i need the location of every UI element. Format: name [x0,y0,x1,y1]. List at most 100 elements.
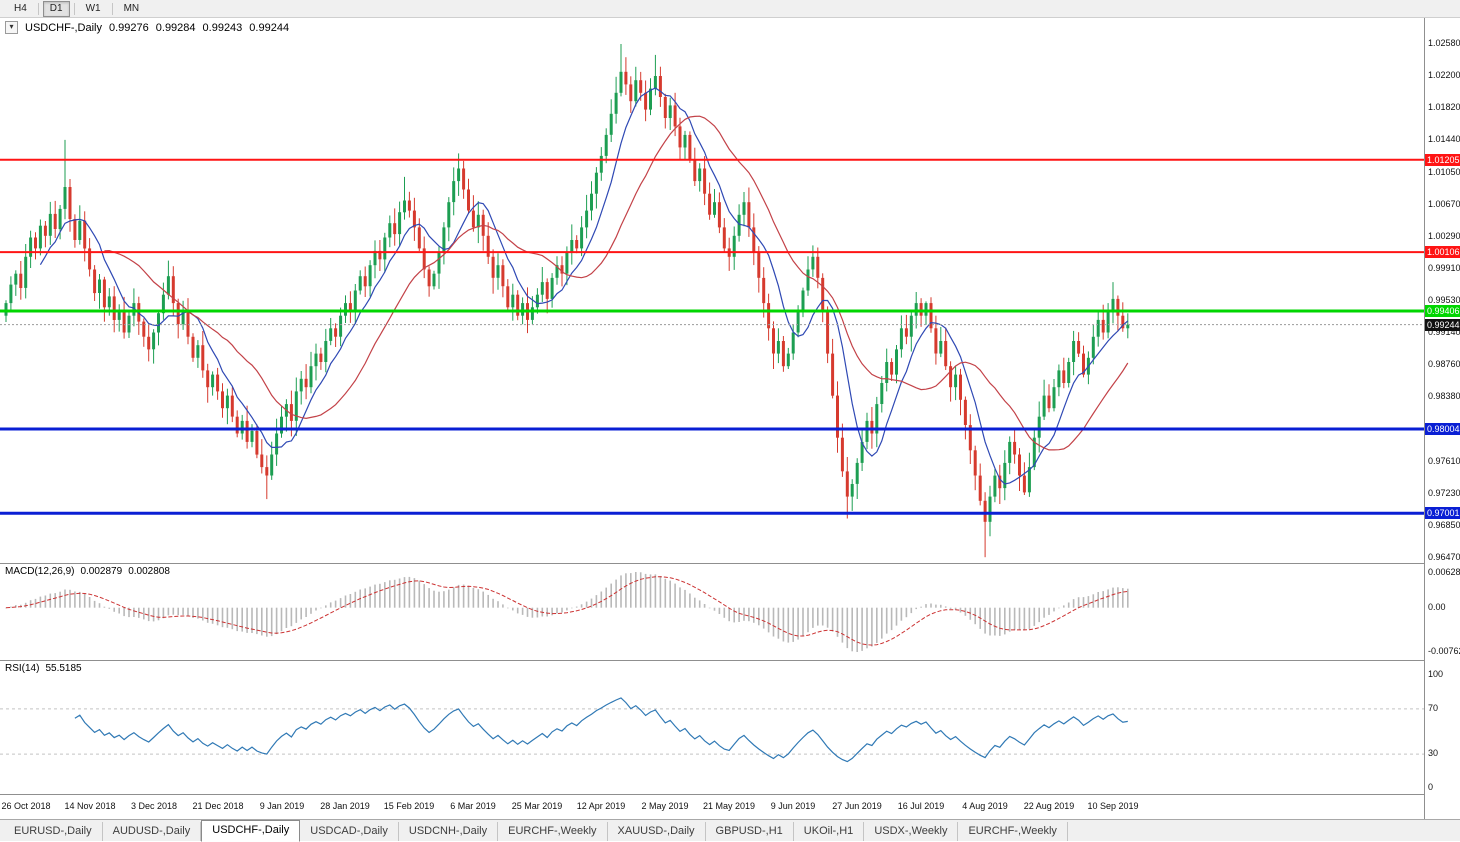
ma-8-line [39,87,1129,485]
candle-body [403,200,406,213]
price-panel[interactable]: ▾ USDCHF-,Daily 0.99276 0.99284 0.99243 … [0,18,1460,563]
macd-histogram-bar [694,597,696,608]
chart-tab-usdchf-daily-2[interactable]: USDCHF-,Daily [201,820,301,842]
rsi-panel[interactable]: RSI(14) 55.5185 [0,661,1460,794]
candle-body [575,240,579,249]
macd-histogram-bar [413,578,416,608]
macd-axis-max: 0.006286 [1428,567,1460,577]
candle-body [1013,441,1017,455]
chart-tab-eurusd-daily-0[interactable]: EURUSD-,Daily [4,822,103,841]
candle-body [629,84,633,102]
date-axis-label: 6 Mar 2019 [450,801,496,811]
macd-histogram-bar [900,607,903,621]
candle-body [1052,387,1056,409]
candle-body [560,265,564,274]
chart-tab-gbpusd-h1-7[interactable]: GBPUSD-,H1 [706,822,794,841]
macd-histogram-bar [876,607,878,643]
chart-tab-usdx-weekly-9[interactable]: USDX-,Weekly [864,822,959,841]
macd-histogram-bar [954,607,957,611]
chart-tab-usdcad-daily-3[interactable]: USDCAD-,Daily [300,822,399,841]
macd-histogram-bar [113,607,115,612]
macd-histogram-bar [202,607,204,621]
panel-splitter[interactable] [0,563,1460,564]
timeframe-d1-button[interactable]: D1 [42,0,70,17]
macd-histogram-bar [536,607,539,618]
chart-dropdown-icon[interactable]: ▾ [5,21,18,34]
macd-histogram-bar [408,576,411,608]
rsi-chart-canvas[interactable] [0,661,1424,794]
macd-histogram-bar [83,594,86,608]
macd-histogram-bar [398,578,401,608]
macd-histogram-bar [443,591,445,608]
macd-histogram-bar [1092,594,1095,608]
date-axis-label: 26 Oct 2018 [1,801,51,811]
candle-body [1101,319,1105,333]
macd-histogram-bar [1028,607,1031,629]
macd-indicator-label: MACD(12,26,9) [5,566,75,577]
macd-histogram-bar [748,607,750,622]
candle-body [447,202,451,228]
macd-histogram-bar [241,607,243,632]
candle-body [1047,395,1051,409]
candle-body [1116,298,1120,316]
chart-tab-audusd-daily-1[interactable]: AUDUSD-,Daily [103,822,202,841]
candle-body [4,303,8,316]
candle-body [1072,341,1076,362]
macd-histogram-bar [300,607,302,620]
panel-splitter[interactable] [0,660,1460,661]
macd-chart-canvas[interactable] [0,564,1424,660]
timeframe-h4-button[interactable]: H4 [14,2,27,14]
candle-body [914,303,918,316]
candle-body [437,252,441,274]
candle-body [722,227,726,249]
macd-histogram-bar [571,607,573,609]
macd-histogram-bar [64,589,66,608]
macd-histogram-bar [836,607,839,637]
macd-histogram-bar [364,588,366,608]
candle-body [102,279,106,308]
candle-body [319,353,323,362]
macd-histogram-bar [679,587,681,608]
macd-histogram-bar [1008,607,1011,632]
macd-histogram-bar [349,594,352,608]
candle-body [658,76,662,97]
candle-body [417,227,421,249]
macd-histogram-bar [674,583,676,608]
candle-body [221,391,224,409]
candle-body [511,294,515,308]
chart-tab-eurchf-weekly-10[interactable]: EURCHF-,Weekly [958,822,1068,841]
price-chart-canvas[interactable] [0,18,1424,563]
macd-histogram-bar [344,595,347,608]
candle-body [516,294,520,316]
chart-tab-ukoil-h1-8[interactable]: UKOil-,H1 [794,822,865,841]
candle-body [580,227,584,249]
date-axis-label: 28 Jan 2019 [320,801,370,811]
chart-tab-xauusd-daily-6[interactable]: XAUUSD-,Daily [608,822,706,841]
candle-body [432,273,436,287]
candle-body [865,420,869,442]
timeframe-w1-button[interactable]: W1 [85,2,101,14]
candle-body [344,303,347,316]
macd-histogram-bar [964,607,967,616]
candle-body [880,383,884,404]
price-axis[interactable]: 1.02580 1.02200 1.01820 1.01440 1.01050 1.006… [1424,18,1460,819]
macd-signal-line [5,576,1128,646]
macd-histogram-bar [477,589,480,608]
date-axis[interactable]: 26 Oct 2018 14 Nov 2018 3 Dec 2018 21 Dec 2… [0,795,1424,819]
date-axis-label: 9 Jan 2019 [259,801,305,811]
candle-body [634,80,638,102]
chart-tab-usdcnh-daily-4[interactable]: USDCNH-,Daily [399,822,499,841]
timeframe-mn-button[interactable]: MN [123,2,140,14]
rsi-indicator-label: RSI(14) [5,663,40,674]
macd-histogram-bar [630,573,632,608]
macd-histogram-bar [374,584,376,608]
price-axis-tick: 0.99910 [1428,263,1460,273]
candle-body [29,237,33,257]
macd-panel[interactable]: MACD(12,26,9) 0.002879 0.002808 [0,564,1460,660]
candle-body [329,328,333,341]
candle-body [412,210,416,228]
candle-body [840,437,844,472]
candle-body [993,475,997,497]
chart-tab-eurchf-weekly-5[interactable]: EURCHF-,Weekly [498,822,608,841]
price-axis-tick: 0.97610 [1428,456,1460,466]
